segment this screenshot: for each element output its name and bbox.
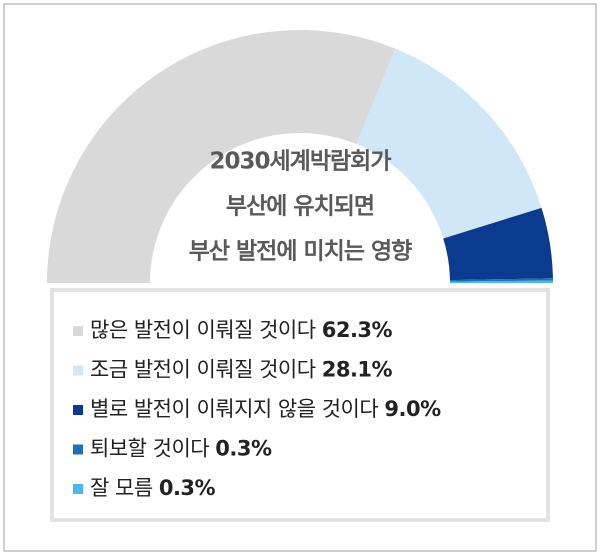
legend-swatch <box>73 405 83 415</box>
legend-swatch <box>73 365 83 376</box>
legend-value: 0.3% <box>159 476 216 500</box>
legend-value: 28.1% <box>322 358 393 382</box>
legend-swatch <box>73 326 83 336</box>
wedge <box>356 48 542 239</box>
title-line: 2030세계박람회가 <box>210 149 392 175</box>
title-line: 부산에 유치되면 <box>226 194 374 220</box>
legend-entry: 별로 발전이 이뤄지지 않을 것이다 9.0% <box>90 397 441 421</box>
legend-value: 9.0% <box>384 397 441 421</box>
legend-value: 0.3% <box>215 437 272 461</box>
legend-swatch <box>73 444 83 455</box>
wedge <box>443 207 553 281</box>
title-line: 부산 발전에 미치는 영향 <box>189 239 412 265</box>
wedge <box>449 280 553 283</box>
legend-label: 잘 모름 <box>90 476 153 500</box>
legend-swatch <box>73 484 83 494</box>
wedge <box>47 29 396 283</box>
legend-value: 62.3% <box>322 318 393 342</box>
legend-entry: 조금 발전이 이뤄질 것이다 28.1% <box>90 358 393 382</box>
legend-label: 별로 발전이 이뤄지지 않을 것이다 <box>90 397 378 421</box>
wedge <box>449 278 553 282</box>
legend-label: 퇴보할 것이다 <box>90 437 209 461</box>
legend-box <box>50 288 550 522</box>
legend-entry: 잘 모름 0.3% <box>90 476 216 500</box>
donut <box>47 29 553 283</box>
legend-label: 조금 발전이 이뤄질 것이다 <box>90 358 316 382</box>
legend: 많은 발전이 이뤄질 것이다 62.3%조금 발전이 이뤄질 것이다 28.1%… <box>73 318 442 500</box>
legend-entry: 많은 발전이 이뤄질 것이다 62.3% <box>90 318 393 342</box>
legend-entry: 퇴보할 것이다 0.3% <box>90 437 272 461</box>
legend-label: 많은 발전이 이뤄질 것이다 <box>90 318 316 342</box>
